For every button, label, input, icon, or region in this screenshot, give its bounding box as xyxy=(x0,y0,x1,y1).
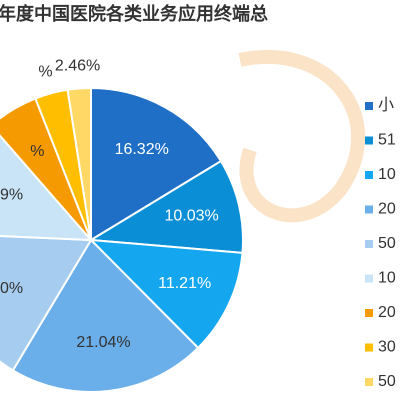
legend-swatch xyxy=(365,205,373,214)
pie-slice xyxy=(66,86,92,241)
data-label: 0% xyxy=(0,280,23,297)
legend-label: 51 xyxy=(378,132,396,149)
legend-swatch xyxy=(365,343,373,352)
legend-label: 20 xyxy=(378,201,396,218)
watermark xyxy=(238,49,366,223)
data-label: 2.46% xyxy=(55,58,100,75)
pie-slice xyxy=(90,86,223,242)
pie-slice xyxy=(0,235,93,372)
data-label: 9% xyxy=(0,186,23,203)
pie-slice xyxy=(87,159,244,254)
legend-label: 10 xyxy=(378,270,396,287)
data-label: 11.21% xyxy=(158,275,211,292)
legend-label: 20 xyxy=(378,304,396,321)
legend-swatch xyxy=(365,240,373,248)
legend-swatch xyxy=(365,309,373,317)
legend-swatch xyxy=(365,274,373,283)
data-label: % xyxy=(38,63,52,80)
data-label: 16.32% xyxy=(115,141,169,158)
legend-label: 50 xyxy=(378,235,396,252)
pie-slice xyxy=(11,238,200,393)
legend-swatch xyxy=(365,378,373,386)
legend-swatch xyxy=(365,171,373,179)
legend-swatch xyxy=(365,102,373,110)
data-label: 10.03% xyxy=(164,208,218,225)
legend-label: 30 xyxy=(378,339,396,356)
legend-swatch xyxy=(365,136,373,145)
data-label: % xyxy=(30,143,44,160)
legend-label: 10 xyxy=(378,166,396,183)
pie-slice xyxy=(88,238,244,350)
legend-label: 50 xyxy=(378,373,396,390)
pie-slice xyxy=(0,134,94,242)
data-label: 21.04% xyxy=(76,334,130,351)
legend-label: 小 xyxy=(378,96,394,114)
chart-title: 年度中国医院各类业务应用终端总 xyxy=(0,3,268,24)
